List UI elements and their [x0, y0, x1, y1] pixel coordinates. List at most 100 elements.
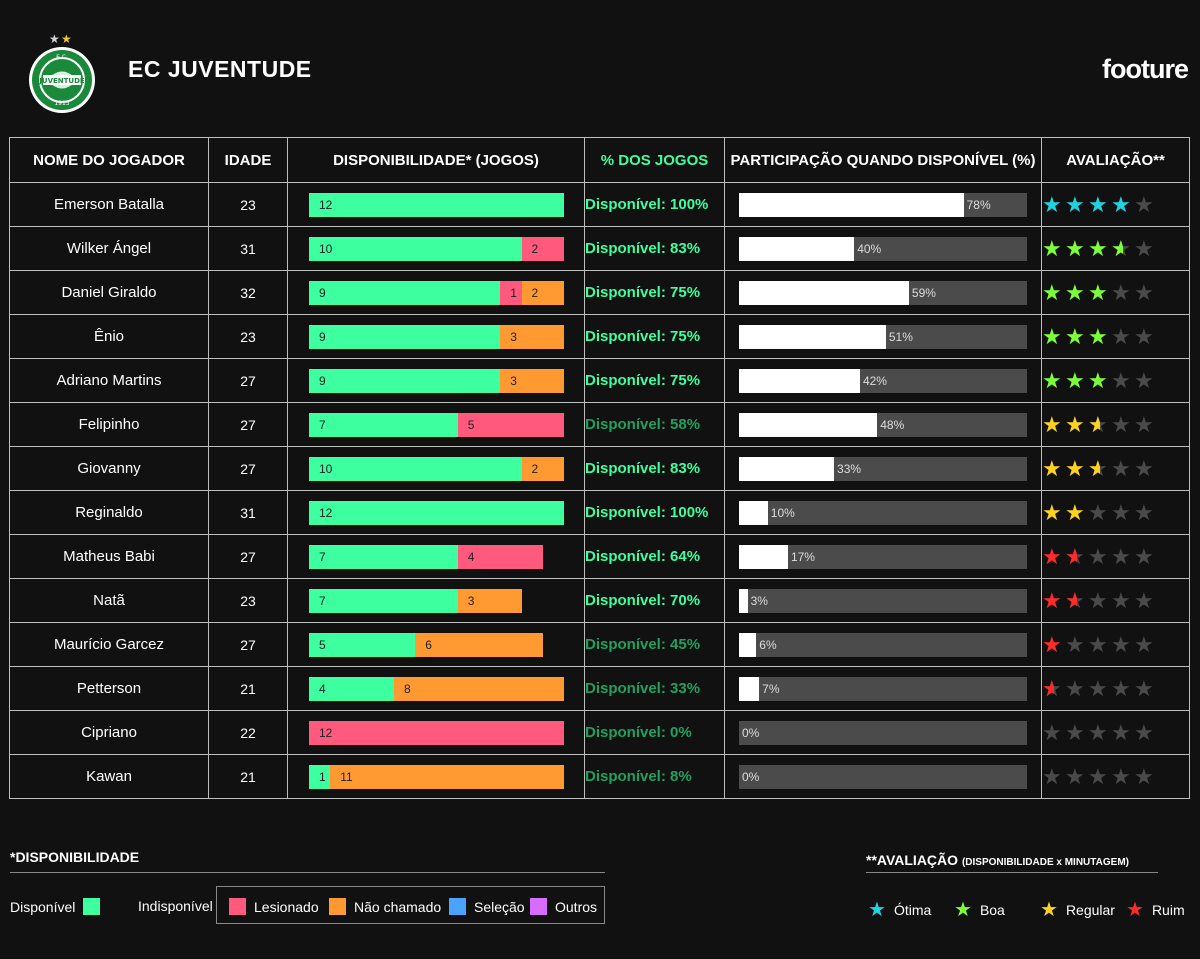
injured-segment: 2 [521, 236, 564, 261]
col-header-pct-games: % DOS JOGOS [584, 137, 725, 183]
star-icon: ★ [1042, 631, 1063, 657]
pct-games-label: Disponível: 33% [584, 666, 725, 711]
star-icon: ★ [1065, 763, 1086, 789]
not-called-segment: 3 [500, 324, 564, 349]
participation-track: 78% [739, 192, 1027, 217]
player-age: 22 [208, 710, 288, 755]
available-segment: 9 [309, 368, 501, 393]
star-icon: ★ [1042, 763, 1063, 789]
star-icon: ★ [1088, 367, 1109, 393]
participation-cell: 59% [724, 270, 1042, 315]
rating-legend-subtitle: (DISPONIBILIDADE x MINUTAGEM) [961, 857, 1129, 868]
star-icon: ★ [1042, 411, 1063, 437]
rating-legend-otima-label: Ótima [893, 901, 932, 918]
rating-legend-otima: ★ Ótima [868, 897, 931, 922]
half-star-icon: ★ [1065, 587, 1077, 613]
legend-available-label: Disponível [10, 898, 76, 915]
star-icon: ★ [1088, 323, 1109, 349]
player-name: Kawan [9, 754, 209, 799]
available-segment: 7 [309, 588, 458, 613]
availability-bar: 12 [309, 720, 564, 745]
rating-stars: ★ ★ ★ ★ ★ ★ [1041, 402, 1190, 447]
legend-unavailable-label: Indisponível [138, 898, 213, 914]
pct-games-label: Disponível: 83% [584, 226, 725, 271]
availability-cell: 12 [287, 490, 585, 535]
star-icon: ★ [1042, 323, 1063, 349]
player-age: 27 [208, 446, 288, 491]
star-icon: ★ [1088, 587, 1109, 613]
legend-injured: Lesionado [229, 898, 319, 915]
legend-selection-label: Seleção [474, 898, 525, 915]
pct-games-label: Disponível: 75% [584, 314, 725, 359]
star-icon: ★ [1111, 719, 1132, 745]
rating-stars: ★ ★ ★ ★ ★ ★ [1041, 534, 1190, 579]
star-icon: ★ [1042, 455, 1063, 481]
player-age: 23 [208, 182, 288, 227]
star-icon: ★ [1111, 675, 1132, 701]
participation-track: 10% [739, 500, 1027, 525]
rating-stars: ★ ★ ★ ★ ★ [1041, 270, 1190, 315]
participation-cell: 3% [724, 578, 1042, 623]
participation-fill [739, 456, 835, 481]
player-age: 27 [208, 358, 288, 403]
participation-cell: 0% [724, 710, 1042, 755]
star-icon: ★ [1042, 587, 1063, 613]
rating-stars: ★ ★ ★ ★ ★ ★ [1041, 226, 1190, 271]
rating-legend-regular-label: Regular [1065, 901, 1115, 918]
pct-games-label: Disponível: 64% [584, 534, 725, 579]
not-called-segment: 11 [330, 764, 564, 789]
rating-legend-divider [866, 872, 1158, 873]
availability-cell: 12 [287, 182, 585, 227]
star-icon: ★ [1042, 719, 1063, 745]
player-name: Felipinho [9, 402, 209, 447]
star-icon: ★ [1134, 455, 1155, 481]
rating-stars: ★ ★ ★ ★ ★ ★ [1041, 666, 1190, 711]
participation-track: 42% [739, 368, 1027, 393]
star-icon: ★ [1065, 323, 1086, 349]
half-star-icon: ★ [1088, 411, 1100, 437]
unavailable-legend-box [216, 886, 605, 924]
participation-label: 33% [837, 461, 862, 476]
star-icon: ★ [1134, 543, 1155, 569]
available-segment: 1 [309, 764, 331, 789]
participation-cell: 17% [724, 534, 1042, 579]
participation-label: 3% [750, 593, 768, 608]
table-row: Cipriano 22 12 Disponível: 0% 0% ★ ★ ★ ★ ★ [9, 710, 1190, 755]
star-icon: ★ ★ [1065, 543, 1086, 569]
star-icon: ★ [1134, 411, 1155, 437]
star-icon: ★ [1111, 543, 1132, 569]
half-star-icon: ★ [1111, 235, 1123, 261]
rating-stars: ★ ★ ★ ★ ★ [1041, 182, 1190, 227]
participation-fill [739, 192, 964, 217]
availability-cell: 10 2 [287, 446, 585, 491]
participation-fill [739, 500, 768, 525]
pct-games-label: Disponível: 45% [584, 622, 725, 667]
pct-games-label: Disponível: 100% [584, 182, 725, 227]
available-segment: 7 [309, 544, 458, 569]
participation-label: 78% [966, 197, 991, 212]
not-called-segment: 3 [500, 368, 564, 393]
rating-stars: ★ ★ ★ ★ ★ [1041, 358, 1190, 403]
header: ★ ★ JUVENTUDE E.C. 1913 EC JUVENTUDE foo… [0, 0, 1200, 130]
participation-cell: 7% [724, 666, 1042, 711]
participation-track: 59% [739, 280, 1027, 305]
rating-legend-boa-label: Boa [979, 901, 1005, 918]
rating-legend-title: **AVALIAÇÃO (DISPONIBILIDADE x MINUTAGEM… [866, 852, 1129, 868]
participation-track: 6% [739, 632, 1027, 657]
player-name: Natã [9, 578, 209, 623]
participation-cell: 42% [724, 358, 1042, 403]
table-row: Ênio 23 9 3 Disponível: 75% 51% ★ ★ ★ ★ ★ [9, 314, 1190, 359]
pct-games-label: Disponível: 100% [584, 490, 725, 535]
player-name: Adriano Martins [9, 358, 209, 403]
star-icon: ★ [1042, 499, 1063, 525]
table-row: Matheus Babi 27 7 4 Disponível: 64% 17% ★ ★ ★ ★ ★ ★ [9, 534, 1190, 579]
star-icon: ★ [1134, 367, 1155, 393]
availability-bar: 10 2 [309, 236, 564, 261]
star-icon: ★ [1065, 719, 1086, 745]
participation-fill [739, 676, 760, 701]
